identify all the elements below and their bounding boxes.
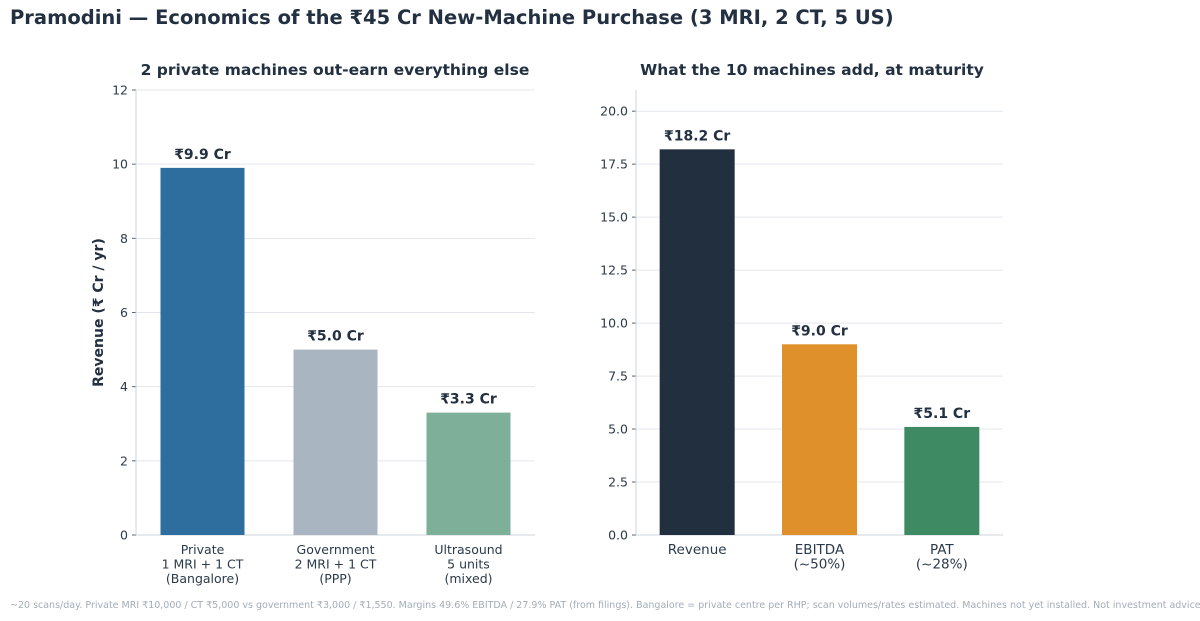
chart2-y-tick-label: 7.5 [608,369,628,384]
chart1-data-label: ₹5.0 Cr [307,329,364,345]
chart1-x-tick-label: Ultrasound [434,542,502,557]
chart1-x-tick-label: Government [297,542,375,557]
chart2-x-tick-label: (~28%) [916,557,968,573]
chart1-x-tick-label: 2 MRI + 1 CT [295,557,377,572]
chart1-y-tick-label: 4 [120,379,128,394]
chart1-data-label: ₹9.9 Cr [174,147,231,163]
charts-canvas: 2 private machines out-earn everything e… [91,61,1003,586]
chart2-data-label: ₹18.2 Cr [664,128,730,144]
chart1-x-tick-label: 1 MRI + 1 CT [162,557,244,572]
chart1-x-tick-label: Private [181,542,225,557]
chart2-bar [782,344,857,535]
chart1-bar [160,167,245,535]
chart1-y-tick-label: 2 [120,453,128,468]
chart2-y-tick-label: 20.0 [600,104,628,119]
chart1-y-tick-label: 8 [120,231,128,246]
chart2-y-tick-label: 17.5 [600,157,628,172]
footnote: ~20 scans/day. Private MRI ₹10,000 / CT … [10,600,1200,611]
chart1-bar [426,412,511,535]
chart2-bar [904,426,980,535]
chart2-y-tick-label: 10.0 [600,316,628,331]
chart1-y-tick-label: 6 [120,305,128,320]
chart2-x-tick-label: EBITDA [795,542,845,558]
chart1-data-label: ₹3.3 Cr [440,392,497,408]
chart1-bar [293,349,378,535]
chart2-y-tick-label: 5.0 [608,422,628,437]
chart2-y-tick-label: 0.0 [608,528,628,543]
chart1-title: 2 private machines out-earn everything e… [141,61,530,79]
chart1-x-tick-label: (Bangalore) [166,571,239,586]
chart1-y-tick-label: 10 [112,157,128,172]
chart1-x-tick-label: 5 units [447,557,490,572]
chart1-y-axis-label: Revenue (₹ Cr / yr) [91,238,107,387]
chart2-x-tick-label: (~50%) [794,557,846,573]
chart2-data-label: ₹5.1 Cr [914,406,971,422]
chart2-bar [659,149,735,536]
chart1-x-tick-label: (mixed) [444,571,492,586]
chart2-data-label: ₹9.0 Cr [791,323,848,339]
chart1-y-tick-label: 12 [112,83,128,98]
page-title: Pramodini — Economics of the ₹45 Cr New-… [10,6,894,29]
chart2-x-tick-label: Revenue [668,542,727,558]
chart2-x-tick-label: PAT [930,542,954,558]
chart2-title: What the 10 machines add, at maturity [640,61,984,79]
chart2-y-tick-label: 2.5 [608,475,628,490]
chart1-x-tick-label: (PPP) [319,571,351,586]
chart2-y-tick-label: 15.0 [600,210,628,225]
chart2-y-tick-label: 12.5 [600,263,628,278]
chart1-y-tick-label: 0 [120,528,128,543]
